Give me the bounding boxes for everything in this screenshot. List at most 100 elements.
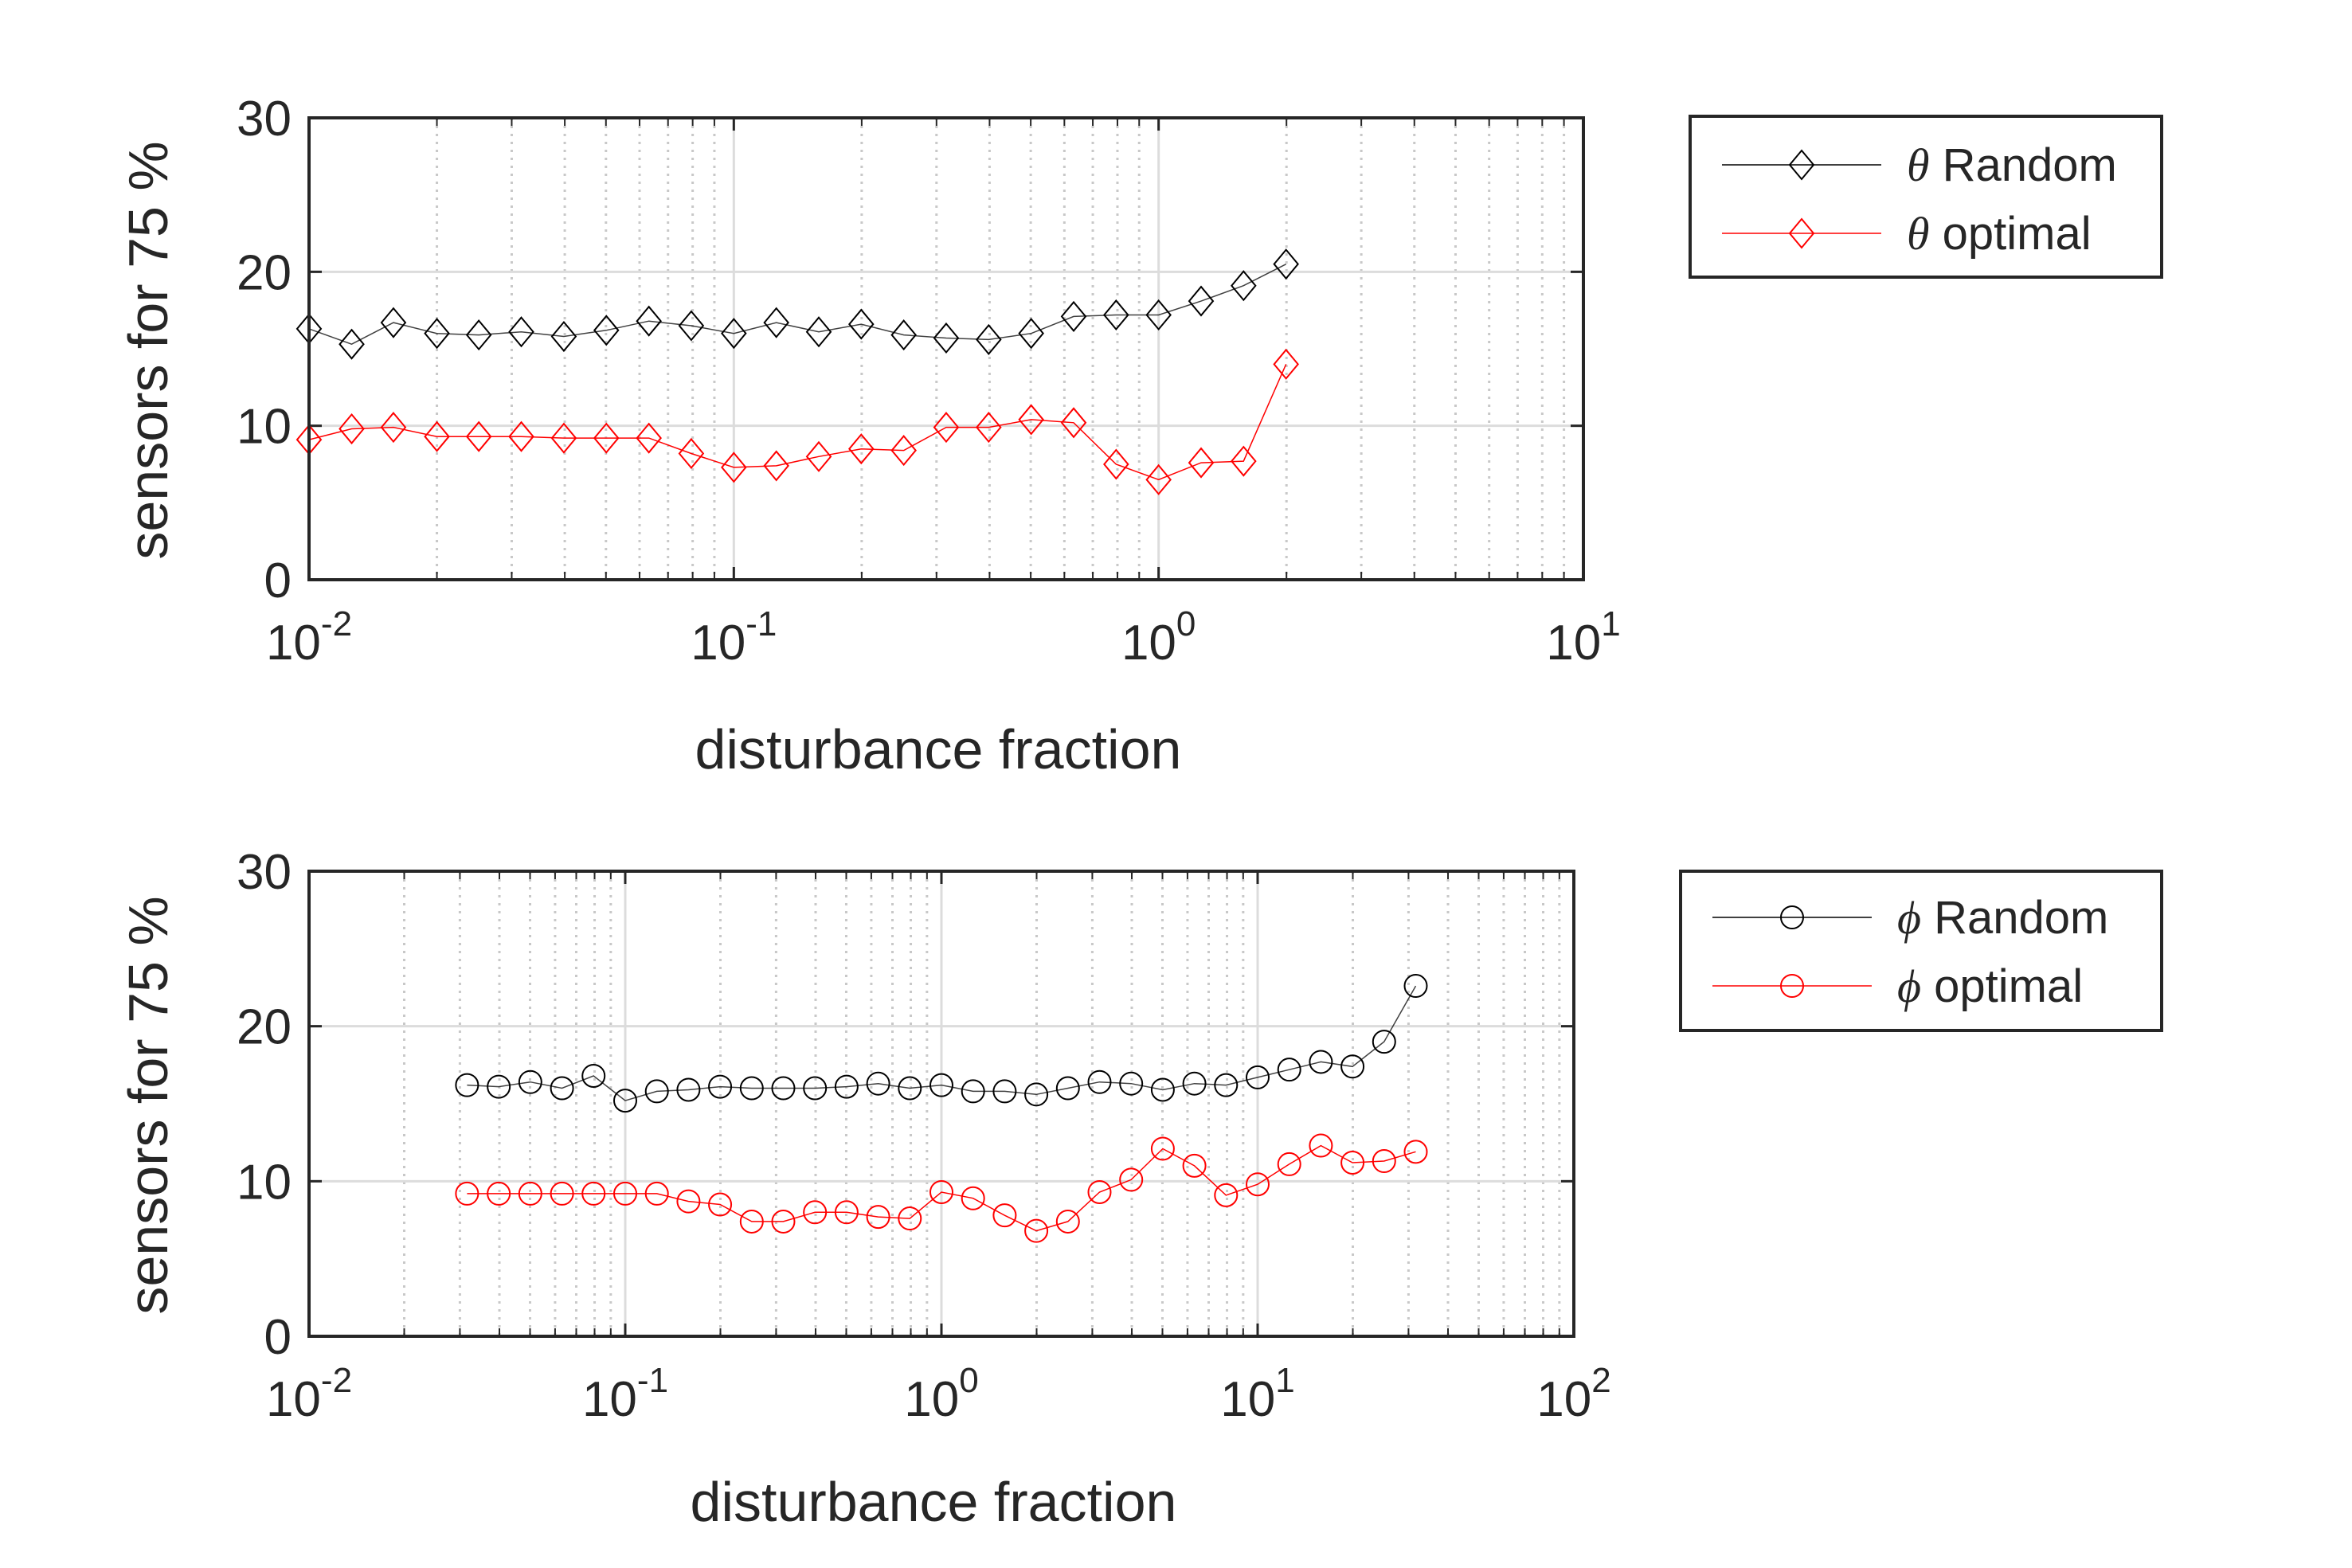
data-point	[805, 440, 832, 472]
data-point	[613, 1089, 637, 1113]
data-point	[763, 450, 789, 482]
data-point	[1214, 1183, 1239, 1207]
data-point	[866, 1205, 890, 1230]
data-point	[961, 1186, 985, 1210]
y-tick-label: 20	[237, 1000, 292, 1055]
legend-marker	[1780, 905, 1804, 929]
data-point	[976, 412, 1002, 444]
data-point	[1372, 1149, 1396, 1174]
data-point	[1277, 1152, 1301, 1176]
data-point	[739, 1209, 764, 1234]
data-point	[992, 1079, 1017, 1104]
data-point	[636, 422, 662, 454]
data-point	[1060, 407, 1087, 439]
data-point	[550, 320, 577, 353]
data-point	[339, 413, 365, 445]
data-point	[976, 323, 1002, 355]
legend-label: ϕ optimal	[1897, 960, 2083, 1012]
legend: θ Random θ optimal	[1689, 115, 2163, 279]
data-point	[508, 316, 534, 348]
data-point	[1214, 1073, 1239, 1097]
data-point	[1182, 1153, 1207, 1178]
data-point	[455, 1073, 479, 1097]
data-point	[803, 1200, 828, 1225]
data-point	[721, 452, 747, 483]
x-tick-label: 101	[1220, 1361, 1294, 1427]
data-point	[1403, 1140, 1428, 1164]
y-axis-label: sensors for 75 %	[117, 896, 179, 1314]
data-point	[1060, 300, 1087, 332]
y-tick-label: 0	[264, 1310, 292, 1365]
series-random	[455, 974, 1428, 1113]
x-tick-label: 100	[1121, 604, 1196, 671]
legend-item-random: θ Random	[1722, 139, 2117, 191]
data-point	[1372, 1030, 1396, 1054]
x-axis-label: disturbance fraction	[695, 718, 1182, 780]
data-point	[1231, 445, 1257, 477]
data-point	[763, 307, 789, 338]
data-point	[518, 1069, 542, 1094]
data-point	[644, 1079, 669, 1104]
data-point	[593, 422, 620, 454]
y-tick-label: 30	[237, 845, 292, 900]
data-point	[708, 1192, 733, 1217]
x-tick-label: 101	[1546, 604, 1620, 671]
data-point	[581, 1063, 606, 1088]
data-point	[581, 1181, 606, 1206]
legend-box	[1689, 115, 2163, 279]
x-tick-label: 10-1	[691, 604, 777, 671]
data-point	[1150, 1136, 1175, 1161]
legend-item-random: ϕ Random	[1712, 892, 2108, 944]
data-point	[1055, 1209, 1080, 1234]
data-point	[1273, 348, 1299, 380]
data-point	[992, 1203, 1017, 1228]
data-point	[1309, 1050, 1333, 1074]
data-point	[1024, 1082, 1049, 1107]
y-tick-label: 20	[237, 245, 292, 300]
data-point	[933, 412, 960, 444]
series-line	[467, 985, 1417, 1101]
data-point	[487, 1181, 511, 1206]
data-point	[1018, 404, 1044, 436]
legend-label: θ Random	[1907, 139, 2117, 191]
data-point	[848, 308, 875, 340]
data-point	[380, 412, 407, 444]
legend-marker	[1780, 974, 1804, 998]
data-point	[961, 1079, 985, 1104]
data-point	[1024, 1218, 1049, 1243]
legend-marker	[1788, 217, 1815, 249]
data-point	[1340, 1054, 1365, 1079]
data-point	[834, 1200, 859, 1225]
axes-box	[307, 116, 1585, 581]
y-tick-label: 10	[237, 1155, 292, 1210]
legend-item-optimal: ϕ optimal	[1712, 960, 2083, 1012]
data-point	[678, 437, 705, 470]
data-point	[1055, 1076, 1080, 1101]
data-point	[1182, 1071, 1207, 1096]
grid	[309, 871, 1574, 1336]
series-line	[308, 363, 1287, 481]
data-point	[1246, 1065, 1270, 1089]
data-point	[465, 420, 492, 452]
data-point	[1145, 299, 1172, 331]
data-point	[1246, 1172, 1270, 1197]
x-tick-label: 10-2	[266, 1361, 352, 1427]
data-point	[380, 307, 407, 338]
axes-box	[307, 870, 1575, 1338]
data-point	[593, 315, 620, 346]
data-point	[803, 1076, 828, 1101]
data-point	[898, 1206, 922, 1231]
data-point	[424, 420, 450, 452]
data-point	[708, 1074, 733, 1099]
data-point	[848, 433, 875, 465]
x-tick-label: 10-2	[266, 604, 352, 671]
data-point	[1309, 1133, 1333, 1158]
data-point	[455, 1181, 479, 1206]
data-point	[550, 1181, 574, 1206]
series-optimal	[455, 1133, 1428, 1243]
data-point	[550, 1076, 574, 1101]
data-point	[644, 1181, 669, 1206]
